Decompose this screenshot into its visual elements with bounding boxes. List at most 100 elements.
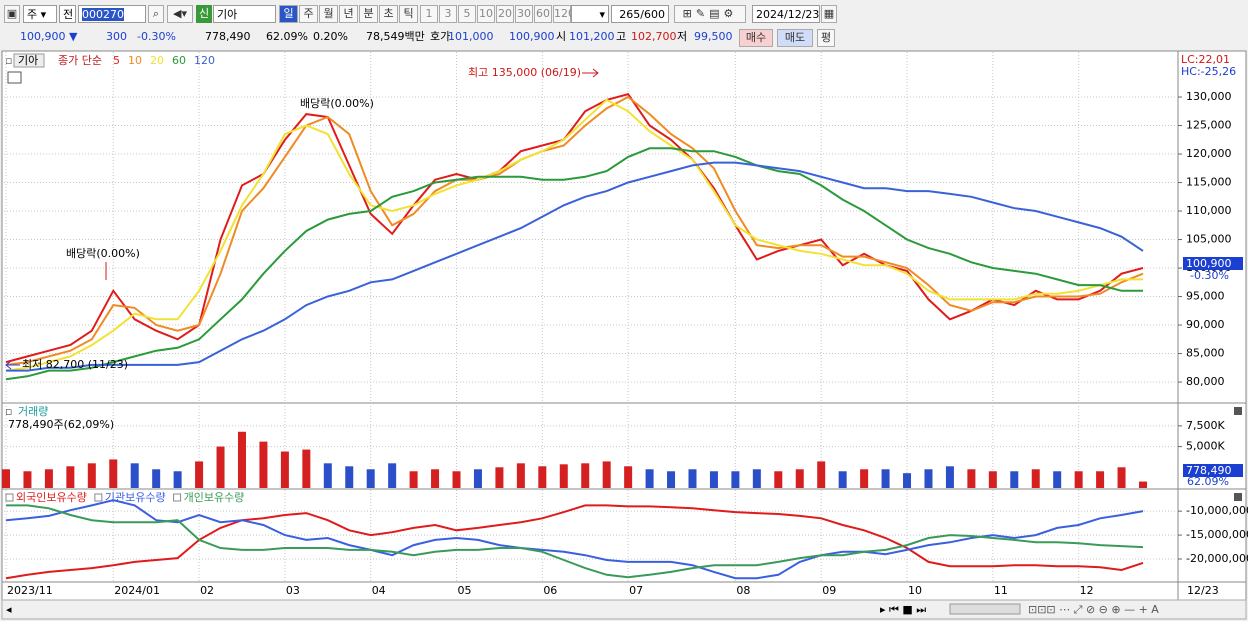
ask-label: 호가: [430, 30, 451, 43]
count: 265: [619, 8, 641, 21]
volume-bar: [23, 471, 32, 488]
ask: 101,000: [448, 30, 494, 43]
volume-bar: [259, 441, 268, 488]
period-button[interactable]: 년: [339, 5, 358, 23]
period-button[interactable]: 주: [299, 5, 318, 23]
bid: 100,900: [509, 30, 555, 43]
last-price-box: [1183, 257, 1243, 270]
period-button[interactable]: 월: [319, 5, 338, 23]
price: 100,900 ▼: [20, 30, 78, 43]
legend-entry: 20: [150, 54, 164, 67]
period-button[interactable]: 틱: [399, 5, 418, 23]
code-input[interactable]: 000270: [78, 5, 146, 23]
buy-button[interactable]: 매수: [739, 29, 773, 47]
volume-bar: [967, 469, 976, 488]
market: 주: [27, 8, 38, 21]
period-button[interactable]: 분: [359, 5, 378, 23]
legend-entry: 개인보유수량: [184, 491, 245, 504]
chart-tab[interactable]: [13, 53, 45, 68]
volume-bar: [688, 469, 697, 488]
turnover: 0.20%: [313, 30, 348, 43]
calendar[interactable]: ▦: [821, 5, 837, 23]
interval-button[interactable]: 60: [534, 5, 552, 23]
x-tick-label: 03: [286, 584, 300, 597]
name-input[interactable]: 기아: [213, 5, 276, 23]
volume-bar: [366, 469, 375, 488]
series-line: [5, 93, 1144, 364]
table-icon[interactable]: [7, 71, 22, 84]
volume-bar: [323, 463, 332, 488]
scroll-controls[interactable]: ▸ ⏮ ■ ⏭: [880, 603, 926, 616]
search[interactable]: ⌕: [148, 5, 164, 23]
scrollbar[interactable]: [1, 599, 1247, 620]
interval-button[interactable]: 5: [458, 5, 476, 23]
annotation-exdiv: 배당락(0.00%): [300, 97, 374, 110]
date-input[interactable]: 2024/12/23: [752, 5, 820, 23]
tab-marker: ▫: [5, 54, 12, 67]
volume-bar: [44, 469, 53, 488]
volume-bar: [559, 464, 568, 488]
y-tick-label: -20,000,000: [1186, 552, 1248, 565]
sell-button[interactable]: 매도: [777, 29, 813, 47]
amount: 78,549백만: [366, 30, 425, 43]
volume-bar: [195, 461, 204, 488]
series-line: [5, 95, 1144, 366]
x-tick-label: 04: [372, 584, 386, 597]
volume-bar: [1010, 471, 1019, 488]
code: 000270: [82, 8, 124, 21]
volume-bar: [903, 473, 912, 488]
y-tick-label: 5,000K: [1186, 440, 1225, 453]
legend-entry: 10: [128, 54, 142, 67]
y-tick-label: 110,000: [1186, 204, 1232, 217]
last-volume: 778,490: [1186, 464, 1232, 477]
volume-bar: [645, 469, 654, 488]
badge: 신: [196, 5, 212, 23]
interval-button[interactable]: 30: [515, 5, 533, 23]
zoom-slider[interactable]: [949, 603, 1021, 615]
volume-bar: [881, 469, 890, 488]
interval-button[interactable]: 3: [439, 5, 457, 23]
volume-bar: [774, 471, 783, 488]
marks: [2, 93, 1147, 580]
period-button[interactable]: 초: [379, 5, 398, 23]
close-icon: [1234, 493, 1242, 501]
y-tick-label: 130,000: [1186, 90, 1232, 103]
series-line: [6, 161, 1144, 372]
tool-icons[interactable]: ⊡⊡⊡ ⋯ ⤢ ⊘ ⊖ ⊕ — + A: [1028, 603, 1159, 616]
x-tick-label: 11: [994, 584, 1008, 597]
scroll-left[interactable]: ◂: [6, 603, 12, 616]
menu-icon[interactable]: ▣: [4, 5, 20, 23]
sound[interactable]: ◀▾: [167, 5, 193, 23]
volume-bar: [709, 471, 718, 488]
volume-bar: [581, 463, 590, 488]
annotation-low: 최저 82,700 (11/23): [22, 358, 128, 371]
open: 101,200: [569, 30, 615, 43]
volume-bar: [731, 471, 740, 488]
volume-bar: [945, 466, 954, 488]
interval-select[interactable]: ▾: [571, 5, 609, 23]
series-line: [5, 147, 1143, 381]
period-button[interactable]: 일: [279, 5, 298, 23]
count-box[interactable]: 265/600: [611, 5, 669, 23]
interval-button[interactable]: 1: [420, 5, 438, 23]
volume-bar: [109, 459, 118, 488]
volume-bar: [1053, 471, 1062, 488]
last-ratio: 62.09%: [1187, 475, 1229, 488]
interval-button[interactable]: 10: [477, 5, 495, 23]
eval-button[interactable]: 평: [817, 29, 835, 47]
market-select[interactable]: 주 ▾: [23, 5, 57, 23]
volume-bar: [173, 471, 182, 488]
tool-icons[interactable]: ⊞✎▤⚙: [674, 5, 746, 23]
scope[interactable]: 전: [59, 5, 76, 23]
interval-button[interactable]: 20: [496, 5, 514, 23]
volume-bar: [237, 431, 246, 488]
annotation-exdiv: 배당락(0.00%): [66, 247, 140, 260]
interval-button[interactable]: 120: [553, 5, 575, 23]
volume-bar: [817, 461, 826, 488]
legend-entry: 외국인보유수량: [16, 491, 87, 504]
x-tick-label: 2023/11: [7, 584, 53, 597]
chart-frame: [1, 50, 1247, 601]
y-tick-label: 90,000: [1186, 318, 1225, 331]
volume-bar: [473, 469, 482, 488]
